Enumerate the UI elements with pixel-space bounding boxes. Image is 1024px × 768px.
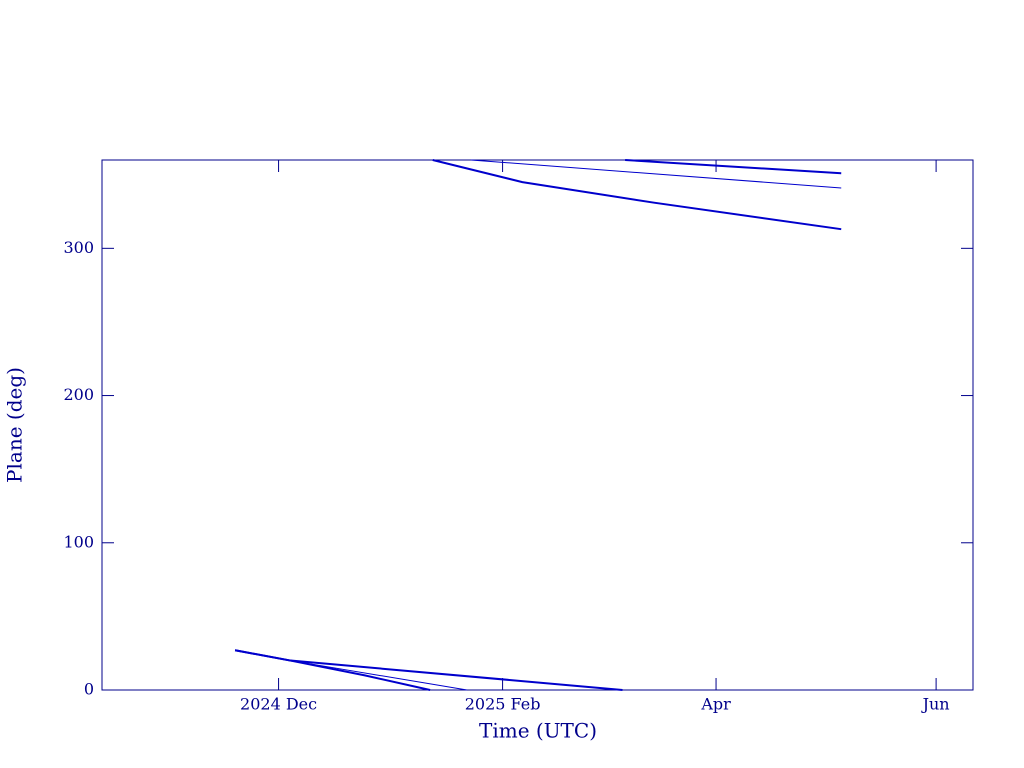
x-tick-label: Apr	[700, 695, 731, 714]
plot-frame	[101, 159, 974, 691]
series-line	[234, 159, 842, 691]
x-tick-label: 2024 Dec	[240, 695, 317, 714]
x-tick-label: Jun	[921, 695, 950, 714]
series-line	[234, 159, 842, 691]
x-tick-label: 2025 Feb	[465, 695, 541, 714]
y-axis-label: Plane (deg)	[3, 367, 27, 483]
y-tick-label: 200	[63, 385, 94, 404]
x-axis-label: Time (UTC)	[479, 719, 597, 743]
series-line	[234, 159, 842, 691]
y-tick-label: 0	[84, 680, 94, 699]
y-tick-label: 300	[63, 238, 94, 257]
y-tick-label: 100	[63, 532, 94, 551]
